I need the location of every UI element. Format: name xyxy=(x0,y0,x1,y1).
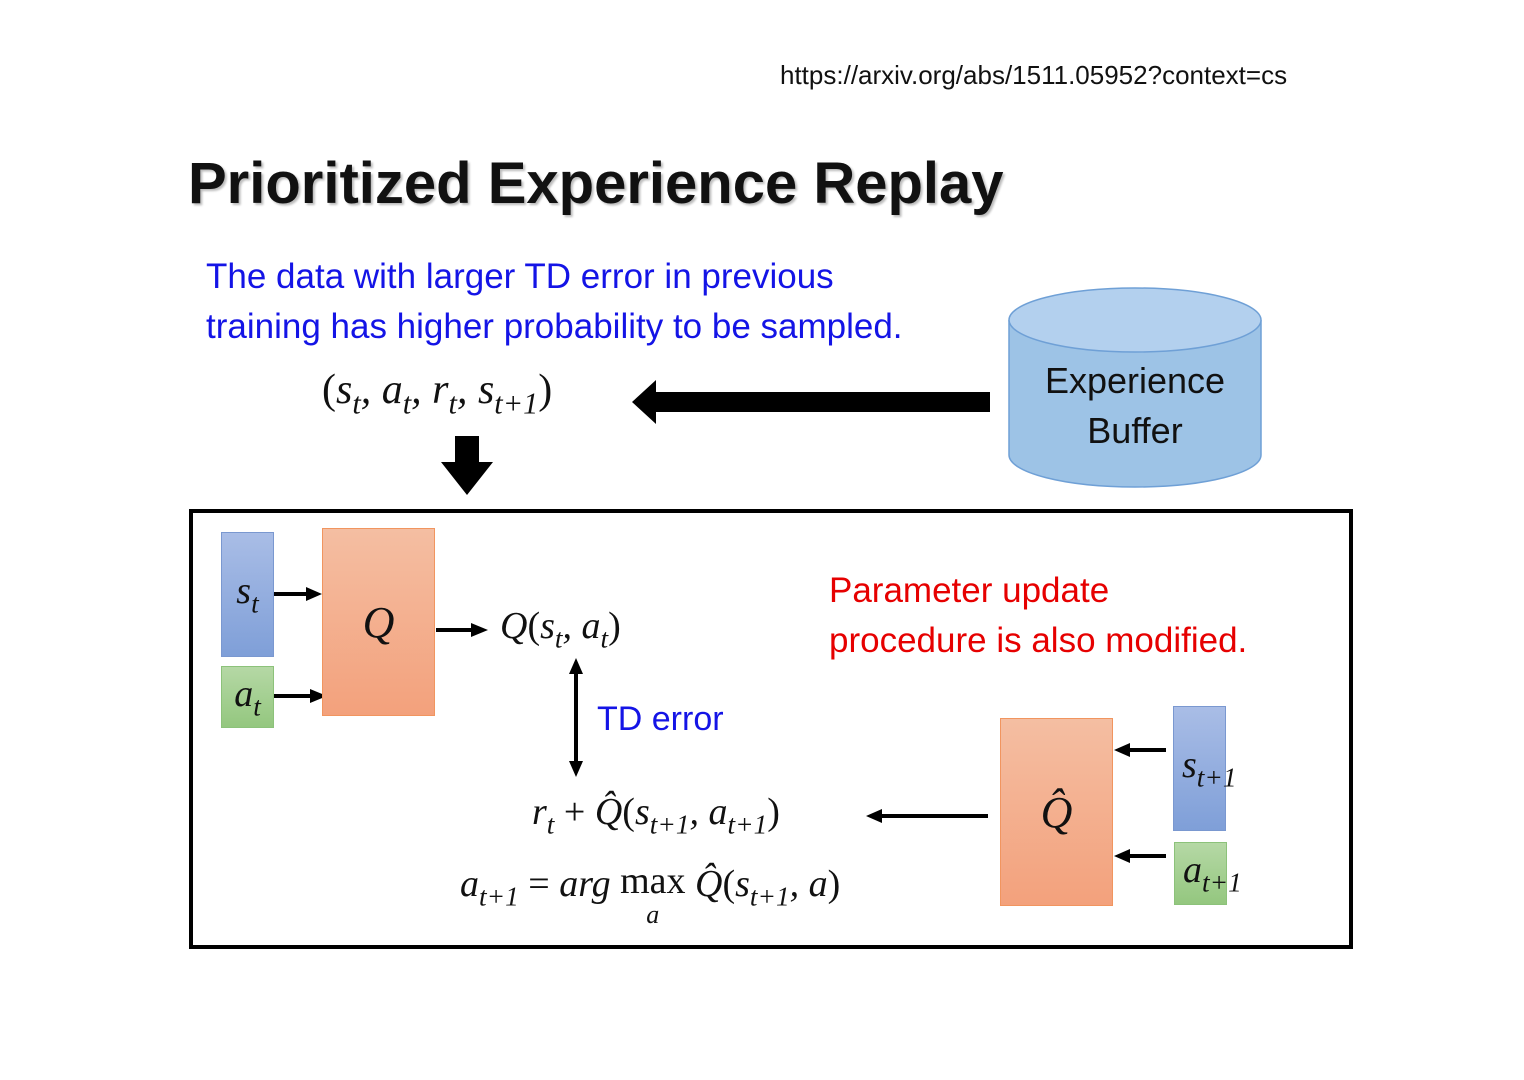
update-procedure-frame xyxy=(189,509,1353,949)
argmax-equation: at+1 = arg max a Q̂(st+1, a) xyxy=(460,860,841,929)
blue-note-line: The data with larger TD error in previou… xyxy=(206,257,834,296)
down-arrow xyxy=(441,436,493,495)
state-st1-box: st+1 xyxy=(1173,706,1237,831)
blue-note: The data with larger TD error in previou… xyxy=(206,252,903,352)
red-note-line: Parameter update xyxy=(829,571,1110,610)
max-operator: max a xyxy=(620,860,686,929)
action-at-box: at xyxy=(221,666,274,728)
td-target: rt + Q̂(st+1, at+1) xyxy=(532,791,780,840)
blue-note-line: training has higher probability to be sa… xyxy=(206,307,903,346)
q-network-box: Q xyxy=(322,528,435,716)
buffer-label-line: Buffer xyxy=(1087,410,1183,451)
source-url[interactable]: https://arxiv.org/abs/1511.05952?context… xyxy=(780,60,1288,90)
red-note-line: procedure is also modified. xyxy=(829,621,1248,660)
experience-buffer-cylinder xyxy=(1008,287,1262,488)
target-q-network-box: Q̂ xyxy=(1000,718,1113,906)
td-error-label: TD error xyxy=(597,700,724,738)
buffer-label-line: Experience xyxy=(1044,360,1226,401)
q-output: Q(st, at) xyxy=(500,605,621,654)
experience-buffer-label: Experience Buffer xyxy=(1009,356,1261,456)
action-at1-box: at+1 xyxy=(1174,842,1242,905)
red-note: Parameter update procedure is also modif… xyxy=(829,566,1247,666)
slide-title: Prioritized Experience Replay xyxy=(188,151,1004,216)
state-st-box: st xyxy=(221,532,274,657)
transition-tuple: (st, at, rt, st+1) xyxy=(322,367,553,421)
sample-arrow xyxy=(632,380,990,424)
